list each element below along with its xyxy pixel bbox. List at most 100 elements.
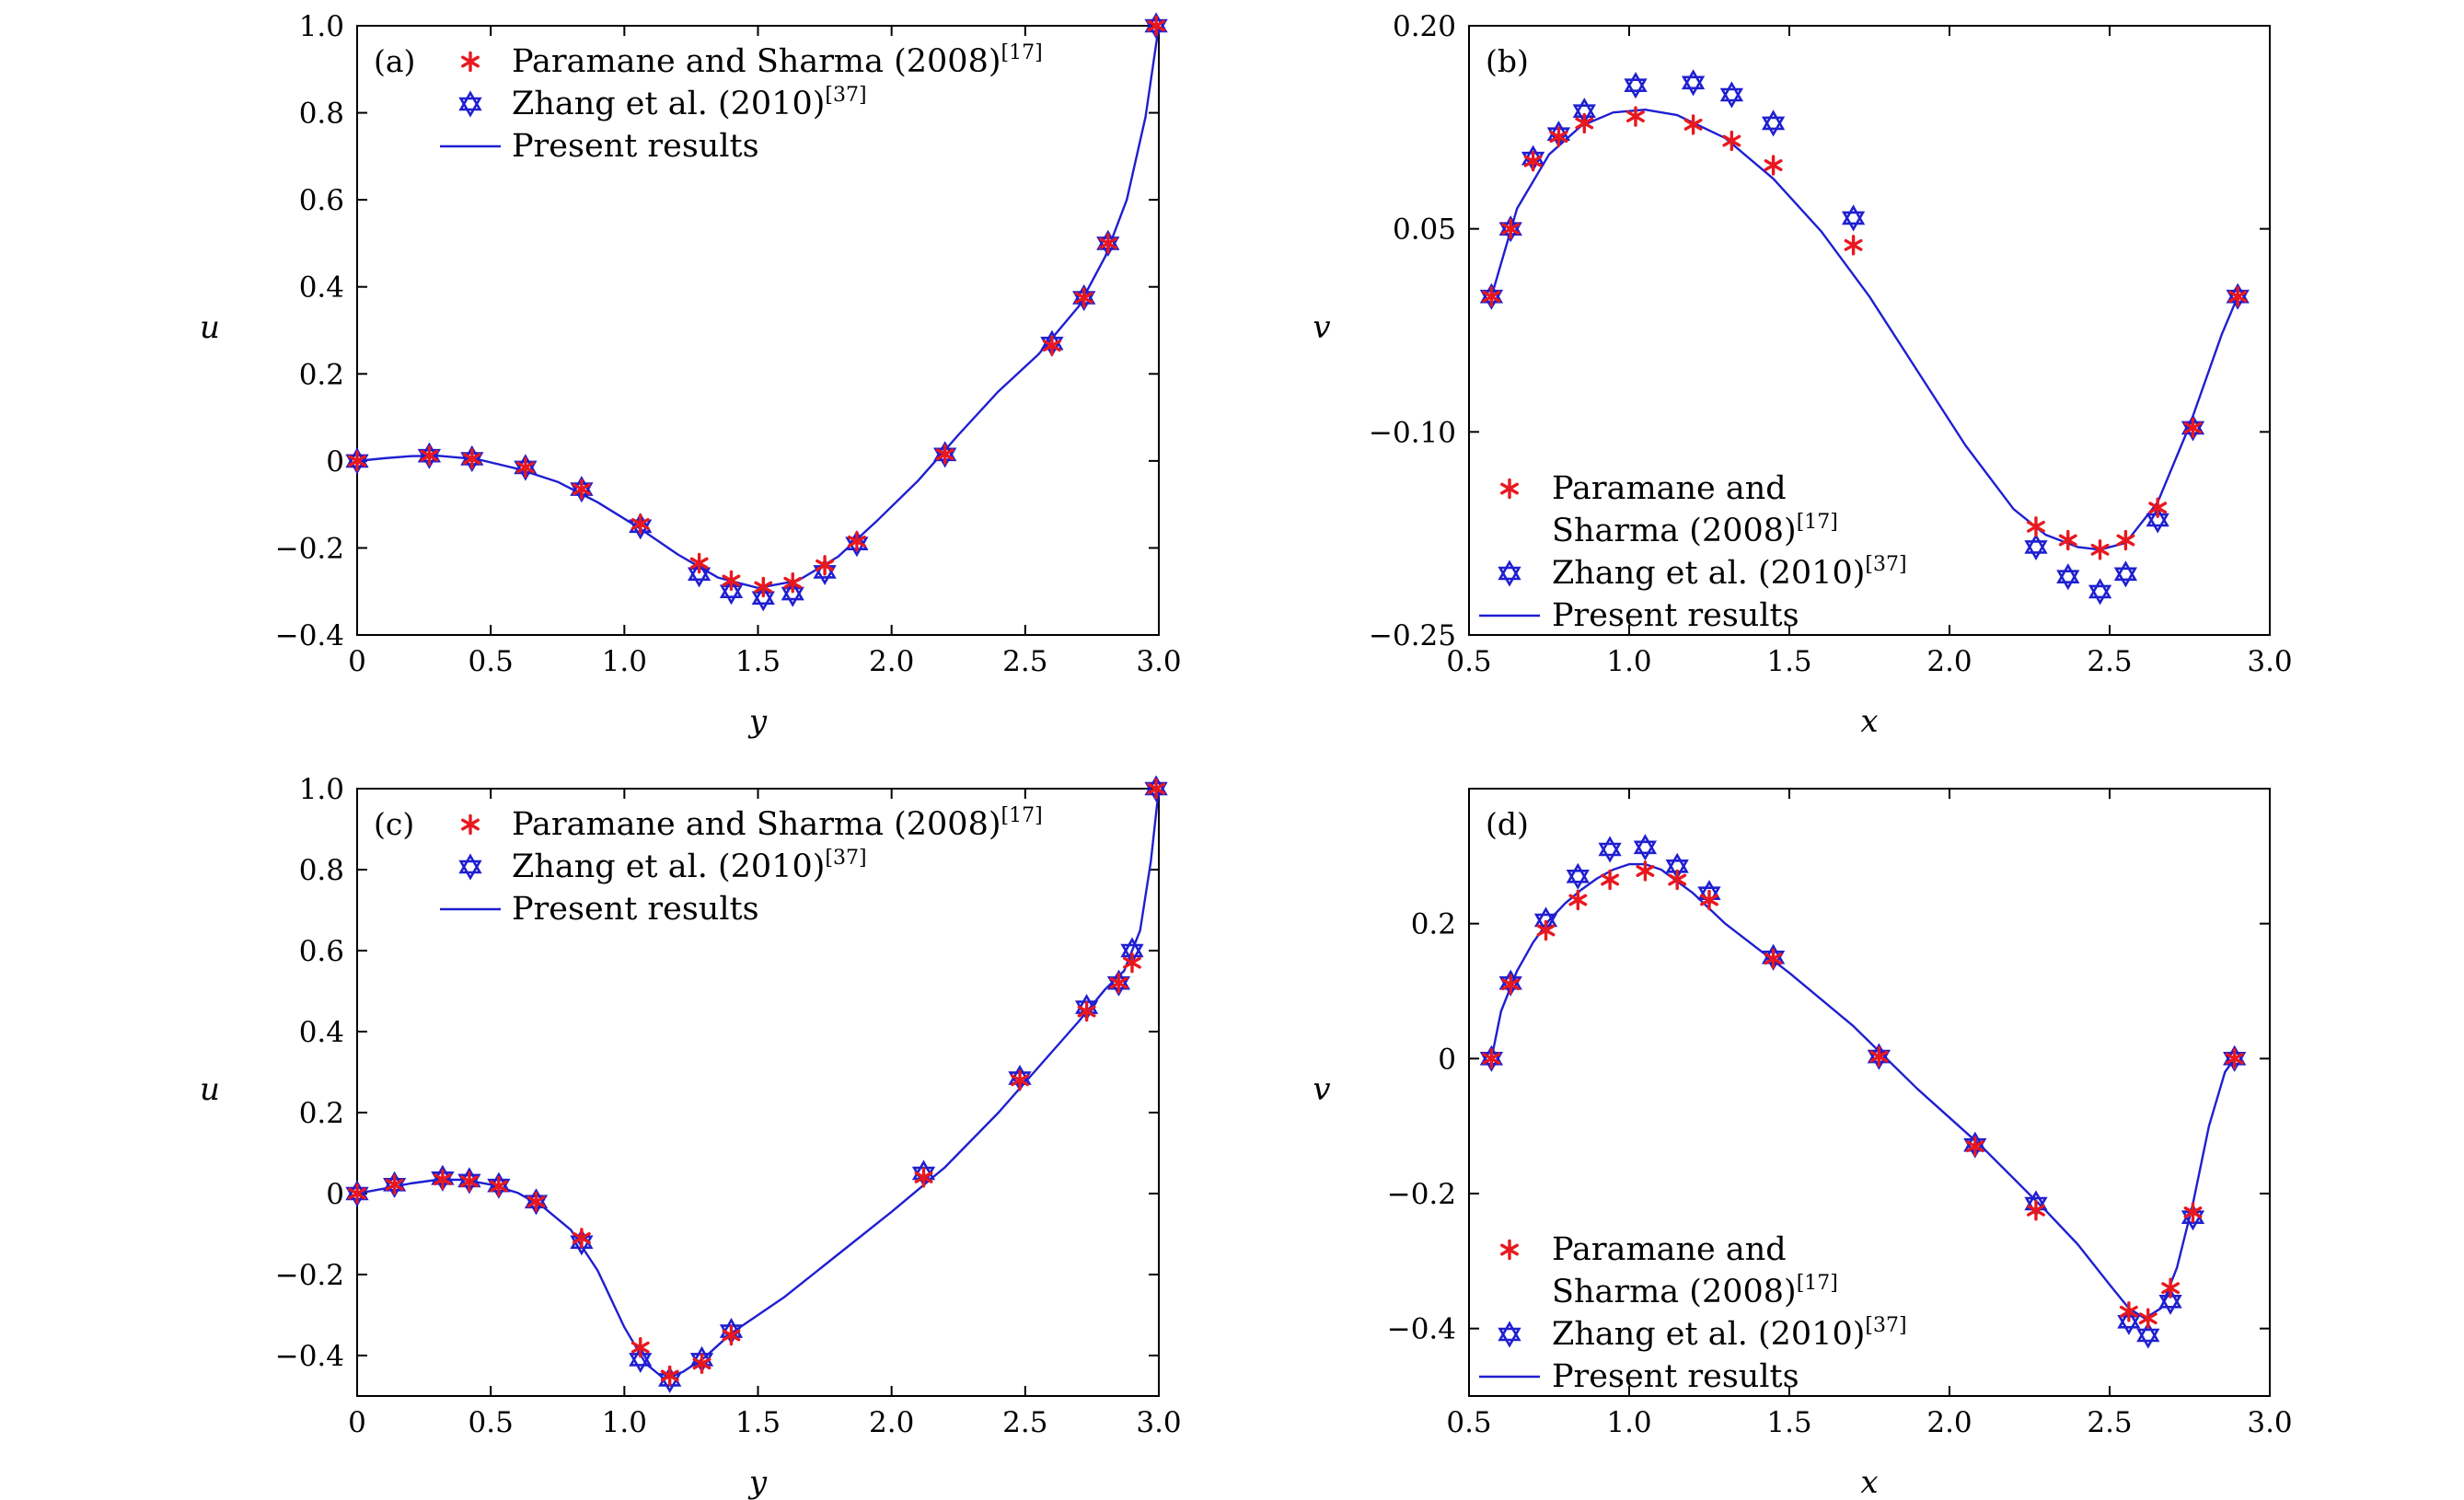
- data-point-paramane: [1482, 286, 1501, 307]
- data-point-paramane: [1683, 114, 1703, 135]
- data-point-paramane: [1098, 233, 1117, 254]
- data-point-paramane: [1626, 106, 1645, 127]
- y-axis-title: v: [1313, 1071, 1330, 1108]
- legend-label: Zhang et al. (2010)[37]: [1552, 553, 1907, 592]
- data-point-paramane: [630, 513, 650, 535]
- panel-d: 0.5 1.0 1.5 2.0 2.5 3.0 −0.4 −0.2 0 0.2 x v (d) Param…: [1313, 788, 2293, 1500]
- x-tick-label: 1.5: [1766, 1406, 1811, 1439]
- data-point-paramane: [1501, 218, 1521, 239]
- legend-reference: [37]: [1865, 553, 1906, 576]
- data-point-paramane: [722, 570, 741, 592]
- y-tick-label: −0.2: [1387, 1178, 1456, 1211]
- data-point-paramane: [2058, 529, 2077, 551]
- data-point-paramane: [1482, 1048, 1501, 1069]
- y-tick-label: 0: [1438, 1043, 1456, 1076]
- x-axis-title: y: [747, 703, 768, 740]
- data-point-paramane: [2116, 529, 2135, 551]
- data-point-zhang: [2024, 533, 2048, 560]
- legend-reference: [37]: [1865, 1314, 1906, 1337]
- series-zhang: [1479, 834, 2247, 1349]
- x-tick-label: 1.5: [735, 645, 781, 678]
- y-tick-label: 0.2: [299, 1097, 344, 1130]
- legend: Paramane and Sharma (2008)[17] Zhang et al…: [1479, 1231, 1907, 1395]
- y-tick-label: 0.8: [299, 98, 344, 131]
- data-point-paramane: [689, 552, 709, 574]
- panel-label: (d): [1486, 806, 1529, 842]
- x-axis-title: x: [1860, 1464, 1878, 1500]
- x-tick-label: 1.0: [602, 645, 647, 678]
- data-point-paramane: [489, 1175, 508, 1197]
- x-tick-label: 0.5: [469, 645, 514, 678]
- legend-label: Zhang et al. (2010)[37]: [512, 847, 867, 885]
- x-axis-title: x: [1860, 703, 1878, 740]
- x-tick-label: 1.0: [1606, 1406, 1651, 1439]
- legend-label: Zhang et al. (2010)[37]: [1552, 1314, 1907, 1353]
- data-point-paramane: [1568, 889, 1588, 911]
- plot-frame: [1468, 25, 2271, 636]
- panel-a: 0 0.5 1.0 1.5 2.0 2.5 3.0 −0.4 −0.2 0 0.2 0.4 0.6 0.8…: [200, 10, 1182, 740]
- data-point-paramane: [1077, 1000, 1096, 1022]
- data-point-paramane: [572, 479, 591, 500]
- legend-label: Present results: [512, 891, 759, 928]
- y-tick-label: −0.4: [275, 619, 344, 652]
- data-point-paramane: [2183, 1202, 2203, 1223]
- data-point-paramane: [1722, 130, 1741, 152]
- y-tick-label: 1.0: [299, 10, 344, 43]
- data-point-paramane: [420, 444, 439, 467]
- legend: Paramane and Sharma (2008)[17] Zhang et a…: [440, 804, 1043, 928]
- legend-marker-paramane: [461, 813, 480, 836]
- data-point-paramane: [2027, 1200, 2045, 1221]
- data-point-paramane: [1700, 889, 1718, 911]
- data-point-paramane: [1844, 235, 1863, 256]
- panel-b: 0.5 1.0 1.5 2.0 2.5 3.0 −0.25 −0.10 0.05 0.20 x v (b…: [1313, 10, 2292, 740]
- data-point-paramane: [348, 450, 366, 472]
- y-tick-label: 0: [326, 445, 344, 479]
- legend-label: Present results: [512, 128, 759, 165]
- data-point-paramane: [1147, 15, 1166, 37]
- x-tick-label: 0: [348, 645, 366, 678]
- legend-marker-paramane: [461, 51, 480, 73]
- data-point-paramane: [1764, 948, 1783, 970]
- data-point-paramane: [1109, 972, 1128, 994]
- y-tick-label: −0.25: [1369, 619, 1456, 652]
- x-tick-label: 0.5: [1446, 645, 1491, 678]
- x-tick-label: 0.5: [1446, 1406, 1491, 1439]
- y-tick-label: 0.6: [299, 184, 344, 217]
- data-point-zhang: [2056, 563, 2080, 591]
- panel-label: (c): [374, 806, 414, 842]
- data-point-paramane: [935, 444, 954, 465]
- data-point-paramane: [1764, 155, 1783, 176]
- data-point-paramane: [1869, 1045, 1889, 1067]
- data-point-paramane: [1575, 112, 1594, 134]
- y-tick-label: −0.2: [275, 1259, 344, 1292]
- series-paramane: [1482, 106, 2248, 560]
- y-tick-label: −0.10: [1369, 416, 1456, 449]
- x-tick-label: 3.0: [1136, 645, 1181, 678]
- y-tick-label: 0.4: [299, 1016, 344, 1049]
- x-tick-label: 2.0: [1926, 645, 1972, 678]
- data-point-paramane: [2183, 417, 2203, 439]
- data-point-zhang: [1624, 72, 1648, 99]
- data-point-paramane: [1501, 974, 1521, 995]
- legend: Paramane and Sharma (2008)[17] Zhang et a…: [440, 41, 1043, 165]
- panel-label: (b): [1486, 43, 1529, 79]
- x-tick-label: 3.0: [2247, 1406, 2292, 1439]
- legend-reference: [37]: [825, 847, 866, 870]
- x-tick-label: 0: [348, 1406, 366, 1439]
- data-point-paramane: [2090, 539, 2110, 560]
- legend-label: Zhang et al. (2010)[37]: [512, 84, 867, 122]
- data-point-paramane: [1549, 126, 1568, 147]
- data-point-paramane: [572, 1228, 591, 1249]
- data-point-paramane: [914, 1167, 933, 1188]
- data-point-paramane: [816, 555, 835, 576]
- legend-reference: [17]: [1001, 41, 1043, 64]
- legend-reference: [37]: [825, 84, 866, 107]
- y-tick-label: 0: [326, 1178, 344, 1211]
- data-point-zhang: [2113, 560, 2138, 588]
- y-axis-title: u: [200, 1071, 220, 1108]
- data-point-paramane: [1536, 919, 1556, 941]
- x-tick-label: 1.5: [1766, 645, 1811, 678]
- x-axis-title: y: [747, 1464, 768, 1500]
- data-point-paramane: [2228, 286, 2248, 307]
